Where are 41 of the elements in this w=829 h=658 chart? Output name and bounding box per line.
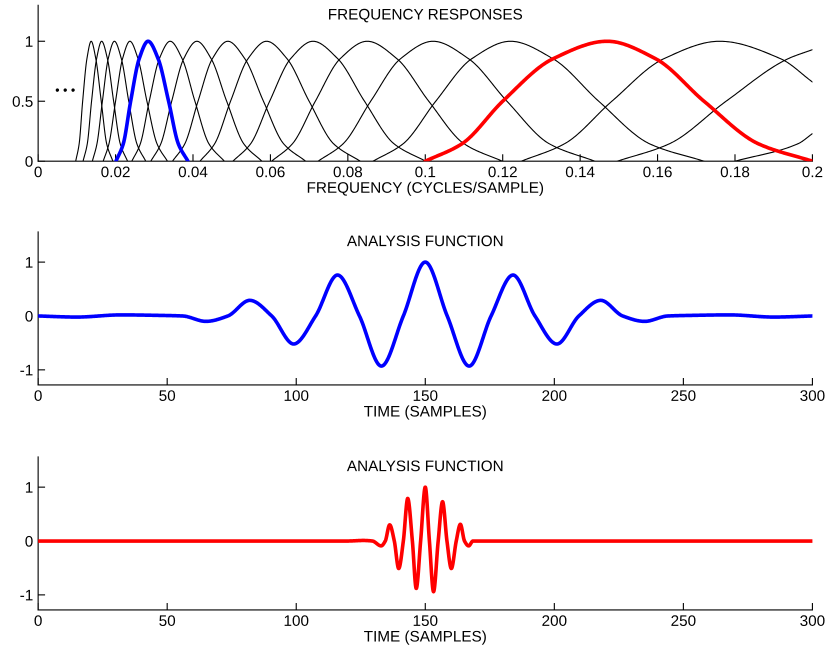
x-tick-label: 100 [284, 390, 308, 402]
x-axis-title: TIME (SAMPLES) [364, 405, 486, 420]
x-axis-title: TIME (SAMPLES) [364, 630, 486, 645]
y-tick-label: -1 [20, 364, 33, 376]
y-tick-label: 0.5 [12, 96, 33, 107]
x-tick-label: 200 [542, 390, 566, 402]
x-tick-label: 300 [800, 390, 825, 402]
y-tick-label: 1 [26, 36, 33, 47]
chart-title: ANALYSIS FUNCTION [346, 235, 502, 246]
y-tick-label: 0 [25, 310, 33, 322]
x-tick-label: 0 [34, 390, 42, 402]
annotation: • • • [56, 88, 75, 92]
x-tick-label: 0.18 [720, 166, 750, 178]
x-tick-label: 250 [671, 390, 696, 402]
x-tick-label: 200 [542, 615, 566, 626]
y-tick-label: 0 [25, 536, 33, 547]
x-tick-label: 100 [284, 615, 308, 626]
x-axis-title: FREQUENCY (CYCLES/SAMPLE) [308, 182, 544, 196]
y-tick-label: 0 [25, 156, 33, 167]
x-tick-label: 250 [671, 615, 696, 626]
y-tick-label: 1 [26, 257, 33, 268]
x-tick-label: 150 [414, 615, 438, 626]
x-tick-label: 150 [414, 390, 438, 402]
y-tick-label: 1 [26, 482, 33, 493]
x-tick-label: 0.08 [334, 166, 362, 178]
x-tick-label: 0 [34, 615, 42, 626]
x-tick-label: 300 [800, 615, 825, 626]
x-tick-label: 0.06 [256, 166, 285, 178]
x-tick-label: 0 [34, 166, 42, 178]
chart-title: FREQUENCY RESPONSES [329, 8, 522, 22]
x-tick-label: 0.12 [488, 166, 517, 178]
x-tick-label: 0.04 [178, 166, 208, 178]
chart-title: ANALYSIS FUNCTION [346, 460, 502, 472]
x-tick-label: 0.1 [415, 166, 436, 178]
x-tick-label: 0.2 [802, 166, 822, 178]
x-tick-label: 0.14 [566, 166, 595, 178]
x-tick-label: 50 [159, 615, 176, 626]
x-tick-label: 0.16 [643, 166, 672, 178]
x-tick-label: 50 [159, 390, 176, 402]
x-tick-label: 0.02 [101, 166, 130, 178]
y-tick-label: -1 [20, 590, 33, 600]
